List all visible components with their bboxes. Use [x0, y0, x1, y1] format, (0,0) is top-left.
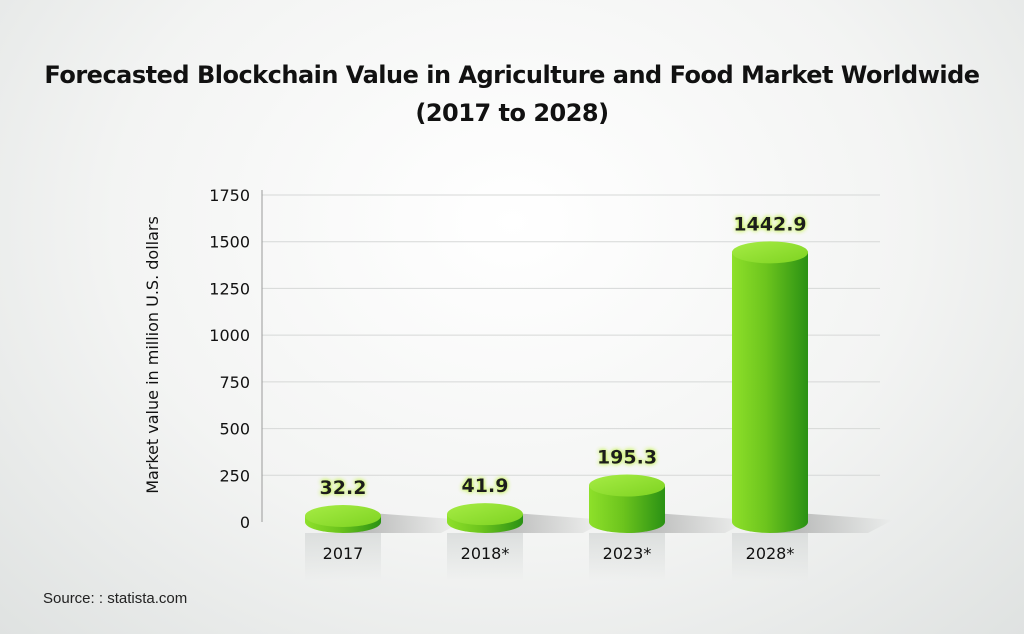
bar-body	[732, 252, 808, 533]
y-tick-labels: 0 250 500 750 1000 1250 1500 1750	[209, 186, 250, 532]
chart-title-line-2: (2017 to 2028)	[415, 99, 609, 127]
bar-top	[305, 504, 381, 527]
bar-top	[589, 474, 665, 497]
y-tick-label: 1250	[209, 279, 250, 298]
bar-reflection	[305, 533, 381, 581]
bar-2028: 1442.9 2028*	[732, 213, 893, 581]
bar-body	[589, 485, 665, 533]
y-tick-label: 0	[240, 513, 250, 532]
bar-2023: 195.3 2023*	[589, 447, 750, 581]
source-note: Source: : statista.com	[43, 590, 188, 607]
data-label: 32.2	[320, 477, 367, 499]
bar-top	[447, 503, 523, 526]
x-tick-label: 2028*	[746, 544, 795, 563]
bar-reflection	[732, 533, 808, 581]
x-tick-label: 2018*	[461, 544, 510, 563]
bar-reflection	[589, 533, 665, 581]
bars: 32.2 2017 41.9 2018* 195.3 2023* 1442.9 2028*	[305, 213, 893, 581]
data-label: 1442.9	[733, 213, 806, 235]
bar-2018: 41.9 2018*	[447, 475, 608, 581]
x-tick-label: 2017	[323, 544, 364, 563]
y-tick-label: 750	[219, 373, 250, 392]
data-label: 41.9	[462, 475, 509, 497]
x-tick-label: 2023*	[603, 544, 652, 563]
bar-reflection	[447, 533, 523, 581]
y-tick-label: 1500	[209, 233, 250, 252]
y-tick-label: 1750	[209, 186, 250, 205]
data-label: 195.3	[597, 447, 657, 469]
y-axis-label: Market value in million U.S. dollars	[143, 216, 162, 494]
bar-2017: 32.2 2017	[305, 477, 466, 581]
bar-top	[732, 241, 808, 264]
y-tick-label: 500	[219, 420, 250, 439]
chart-title: Forecasted Blockchain Value in Agricultu…	[0, 56, 1024, 132]
y-tick-label: 250	[219, 466, 250, 485]
y-tick-label: 1000	[209, 326, 250, 345]
chart-title-line-1: Forecasted Blockchain Value in Agricultu…	[44, 61, 980, 89]
